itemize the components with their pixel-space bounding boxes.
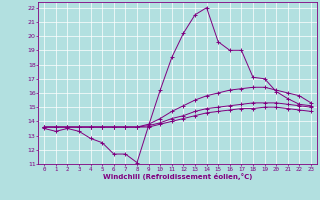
X-axis label: Windchill (Refroidissement éolien,°C): Windchill (Refroidissement éolien,°C) [103,173,252,180]
